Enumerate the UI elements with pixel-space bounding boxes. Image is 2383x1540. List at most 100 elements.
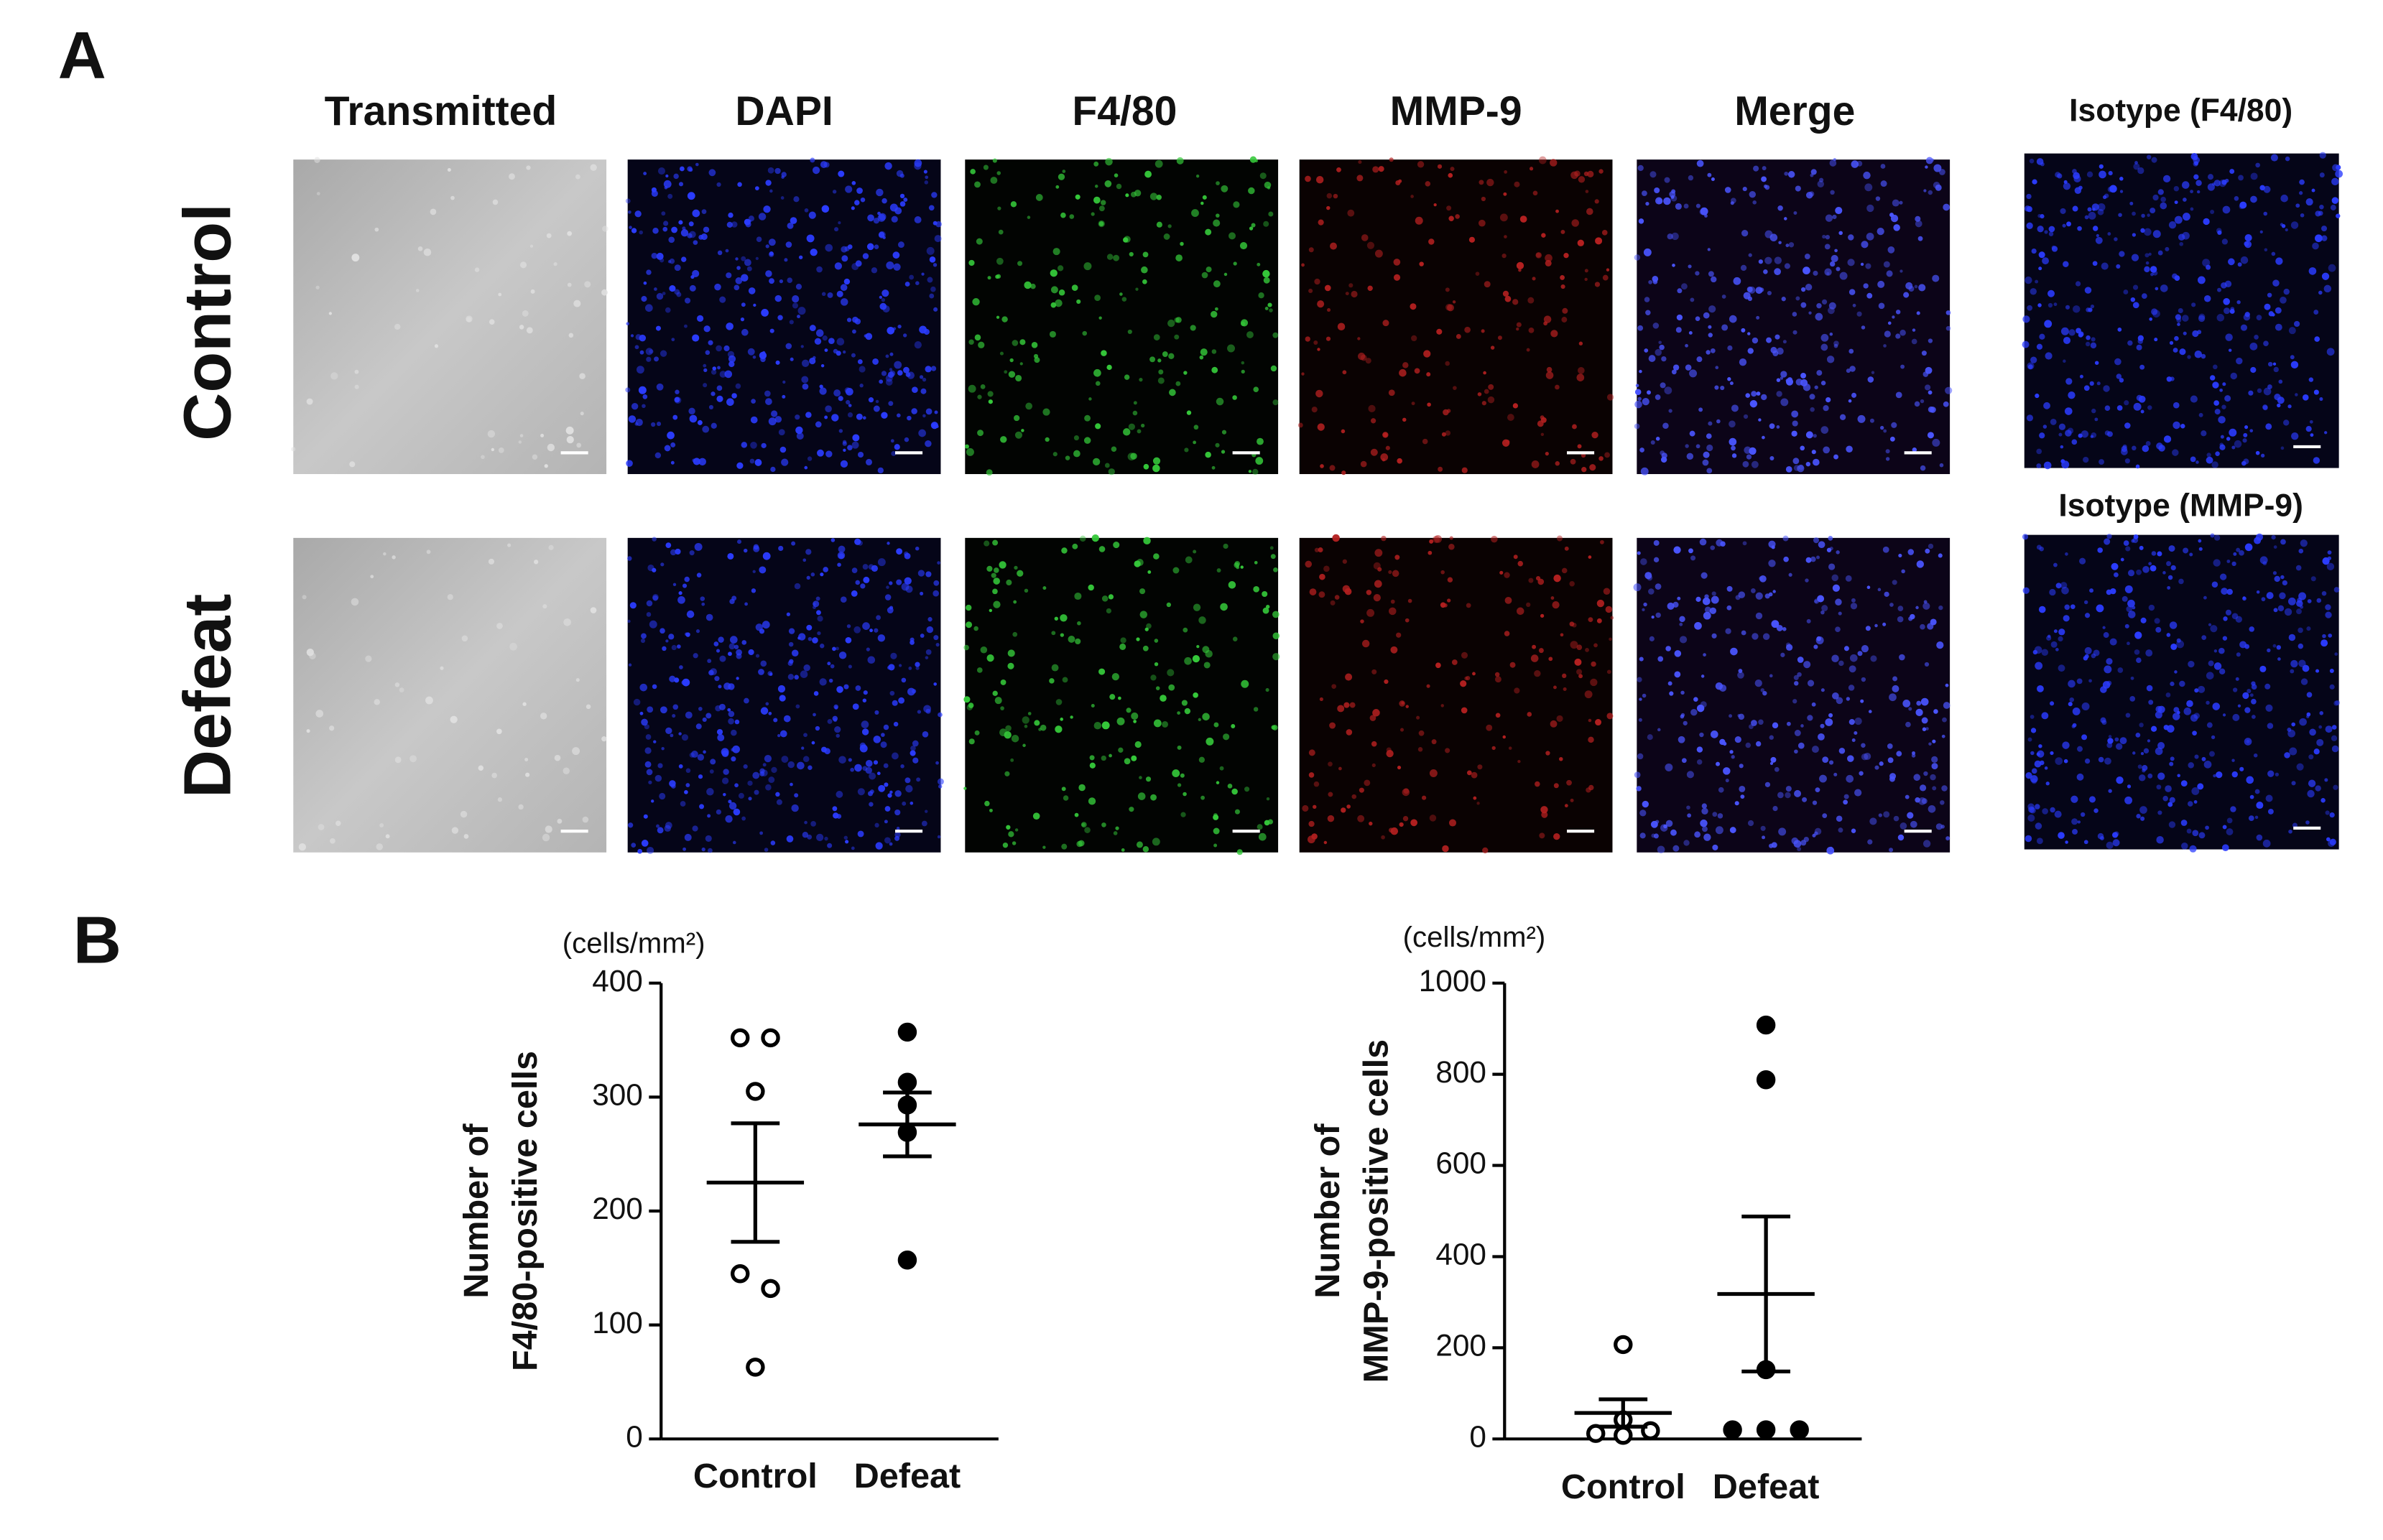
cell — [1860, 699, 1864, 703]
cell — [2272, 362, 2277, 366]
cell — [670, 442, 676, 447]
cell — [899, 173, 904, 178]
cell — [2313, 389, 2319, 395]
cell — [1846, 368, 1851, 374]
cell — [1760, 825, 1766, 831]
cell — [1419, 261, 1424, 266]
cell — [2062, 223, 2066, 228]
cell — [1532, 190, 1538, 196]
cell — [1578, 674, 1583, 679]
cell — [1729, 315, 1737, 323]
cell — [1111, 446, 1117, 453]
cell — [2068, 702, 2073, 707]
cell — [1642, 800, 1649, 808]
cell — [478, 765, 484, 771]
cell — [298, 843, 307, 851]
cell — [974, 181, 981, 188]
cell — [1865, 263, 1871, 269]
cell — [785, 241, 792, 248]
cell — [1792, 420, 1798, 427]
cell — [1366, 590, 1372, 595]
cell — [2251, 681, 2256, 686]
cell — [1227, 344, 1236, 353]
cell — [685, 783, 690, 787]
cell — [700, 596, 705, 601]
cell — [1878, 813, 1882, 817]
cell — [1774, 334, 1780, 340]
cell — [671, 644, 677, 651]
cell — [1447, 577, 1453, 583]
cell — [1797, 657, 1804, 663]
cell — [1184, 708, 1191, 715]
cell — [1830, 190, 1835, 195]
cell — [918, 429, 926, 437]
cell — [2076, 678, 2083, 685]
cell — [2054, 810, 2062, 818]
cell — [1899, 654, 1905, 661]
data-point — [1723, 1420, 1742, 1439]
cell — [855, 685, 861, 691]
cell — [2097, 203, 2106, 211]
cell — [2024, 205, 2031, 212]
cell — [1577, 239, 1584, 246]
cell — [768, 417, 777, 426]
cell — [2215, 451, 2220, 456]
cell — [2212, 381, 2219, 389]
cell — [2050, 701, 2055, 706]
cell — [1448, 543, 1455, 550]
cell — [854, 538, 861, 545]
cell — [728, 643, 736, 650]
cell — [2039, 760, 2045, 766]
cell — [2067, 427, 2074, 434]
cell — [652, 593, 659, 600]
cell — [1769, 674, 1773, 678]
cell — [2224, 307, 2230, 315]
cell — [1590, 678, 1598, 687]
cell — [892, 251, 900, 259]
cell — [1764, 185, 1770, 190]
cell — [675, 548, 681, 555]
cell — [806, 234, 815, 243]
cell — [2146, 154, 2152, 159]
cell — [2116, 264, 2121, 269]
cell — [654, 356, 659, 362]
cell — [530, 289, 535, 294]
cell — [2183, 198, 2187, 202]
cell — [1731, 755, 1735, 759]
cell — [1221, 430, 1227, 435]
cell — [2322, 634, 2326, 639]
cell — [781, 175, 785, 179]
cell — [2148, 252, 2152, 256]
cell — [698, 707, 703, 711]
cell — [2242, 596, 2246, 600]
cell — [1665, 763, 1673, 771]
cell — [1495, 713, 1501, 718]
cell — [819, 384, 823, 389]
cell — [1119, 643, 1126, 650]
micrograph — [1637, 159, 1951, 475]
cell — [1758, 719, 1764, 725]
cell — [774, 167, 781, 175]
cell — [1550, 330, 1558, 338]
cell — [2284, 608, 2292, 616]
cell — [1543, 321, 1547, 326]
cell — [2180, 423, 2185, 429]
cell — [1418, 730, 1425, 736]
cell — [1519, 215, 1527, 223]
cell — [1741, 630, 1746, 636]
cell — [392, 555, 396, 560]
cell — [892, 700, 898, 706]
cell — [2132, 537, 2139, 544]
cell — [1695, 444, 1701, 449]
cell — [2038, 744, 2042, 748]
cell — [1440, 704, 1444, 708]
cell — [2325, 611, 2332, 618]
cell — [1918, 797, 1927, 805]
cell — [1150, 674, 1157, 681]
cell — [1703, 451, 1710, 458]
cell — [787, 222, 794, 229]
cell — [1108, 594, 1114, 600]
cell — [1045, 437, 1050, 442]
cell — [575, 678, 580, 682]
cell — [1708, 421, 1713, 426]
